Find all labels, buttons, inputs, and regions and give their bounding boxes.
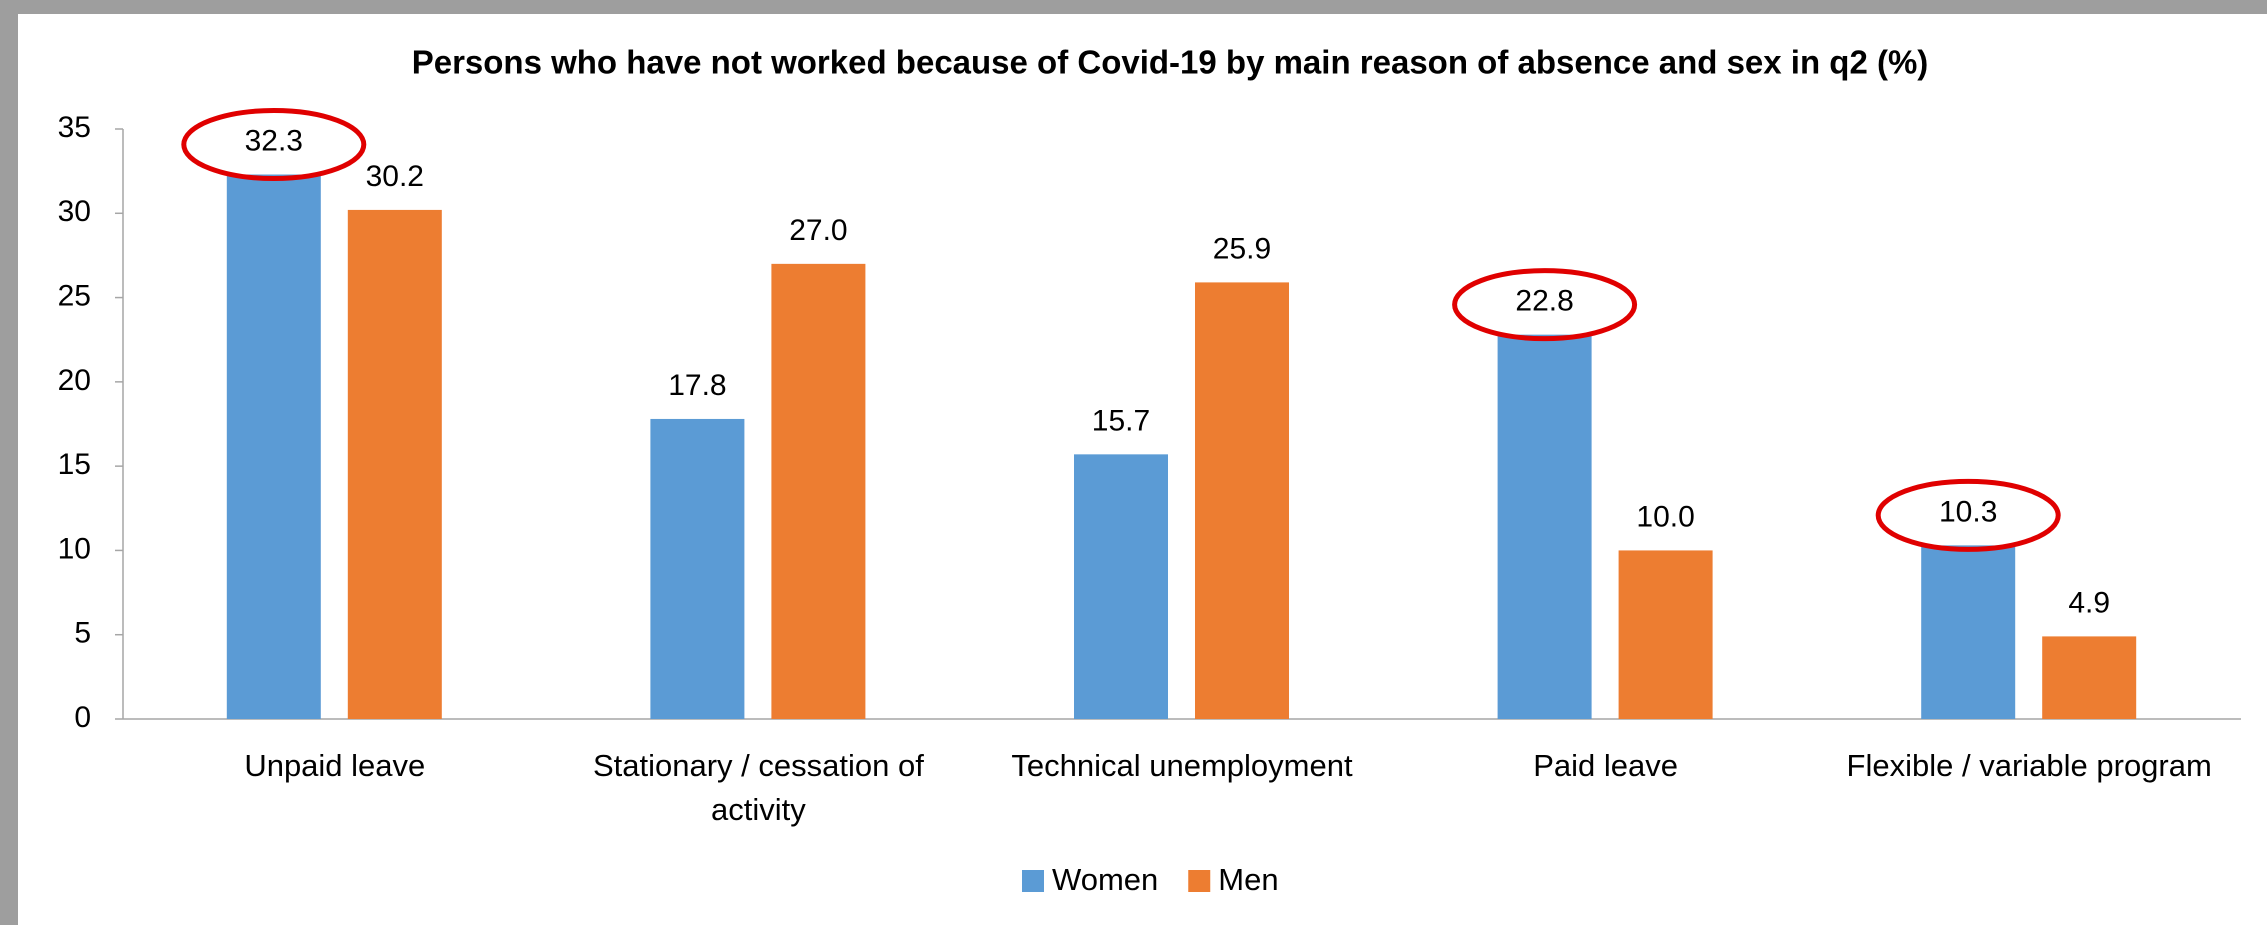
bar bbox=[2042, 636, 2137, 719]
bar bbox=[347, 209, 442, 719]
y-tick-label: 20 bbox=[58, 364, 91, 397]
legend-swatch bbox=[1022, 870, 1044, 892]
x-tick-label: Paid leave bbox=[1533, 748, 1678, 783]
bar bbox=[226, 174, 321, 719]
x-tick-label: Flexible / variable program bbox=[1846, 748, 2212, 783]
bar bbox=[1195, 282, 1289, 719]
bar bbox=[650, 418, 745, 719]
y-tick-label: 15 bbox=[58, 448, 91, 481]
bar bbox=[1618, 550, 1713, 719]
highlight-ellipse bbox=[1452, 268, 1638, 342]
chart-title: Persons who have not worked because of C… bbox=[412, 44, 1929, 81]
y-tick-label: 10 bbox=[58, 532, 91, 565]
data-label: 22.8 bbox=[1515, 285, 1573, 318]
bar bbox=[771, 263, 866, 719]
data-label: 30.2 bbox=[366, 160, 424, 193]
highlight-ellipse bbox=[181, 108, 367, 182]
y-tick-label: 30 bbox=[58, 195, 91, 228]
bar bbox=[1921, 545, 2016, 719]
bar bbox=[1074, 454, 1168, 719]
x-tick-label: Unpaid leave bbox=[244, 748, 426, 783]
data-label: 17.8 bbox=[668, 369, 726, 402]
data-label: 25.9 bbox=[1213, 232, 1271, 265]
data-label: 10.3 bbox=[1939, 495, 1997, 528]
legend-label: Women bbox=[1052, 862, 1158, 897]
data-label: 10.0 bbox=[1636, 500, 1694, 533]
data-label: 4.9 bbox=[2068, 586, 2110, 619]
x-tick-label: Stationary / cessation of activity bbox=[592, 748, 924, 827]
data-label: 32.3 bbox=[245, 124, 303, 157]
y-tick-label: 35 bbox=[58, 111, 91, 144]
data-label: 27.0 bbox=[789, 214, 847, 247]
legend-label: Men bbox=[1218, 862, 1278, 897]
legend-swatch bbox=[1188, 870, 1211, 892]
y-tick-label: 5 bbox=[74, 617, 91, 650]
highlight-ellipse bbox=[1875, 478, 2061, 552]
bar bbox=[1497, 334, 1592, 719]
x-tick-label: Technical unemployment bbox=[1011, 748, 1353, 783]
y-tick-label: 0 bbox=[74, 701, 91, 734]
data-label: 15.7 bbox=[1092, 404, 1150, 437]
y-tick-label: 25 bbox=[58, 279, 91, 312]
